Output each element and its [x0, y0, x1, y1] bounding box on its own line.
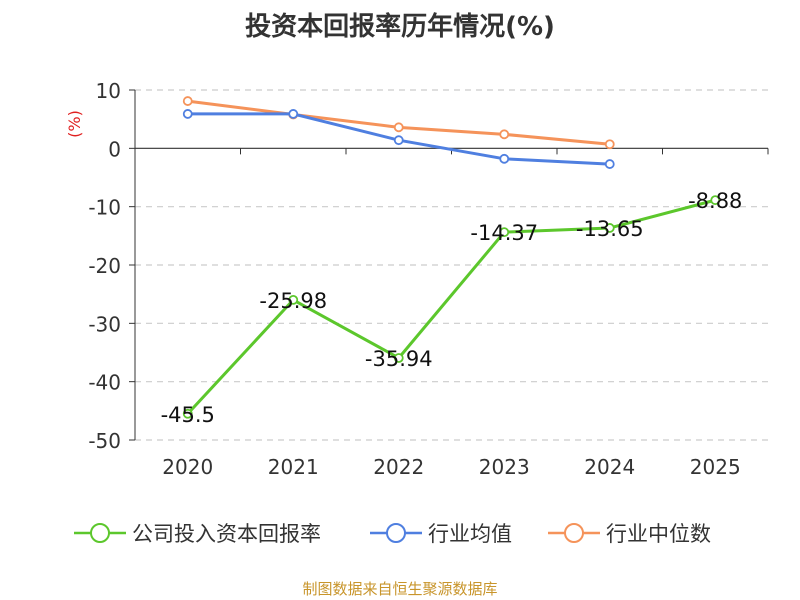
data-label: -25.98 [259, 289, 327, 313]
legend-label-industry-median: 行业中位数 [606, 522, 711, 546]
series-line-0 [186, 198, 716, 415]
data-label: -14.37 [470, 221, 538, 245]
data-point-series-1 [288, 109, 299, 119]
data-label: -35.94 [365, 347, 433, 371]
x-tick-label: 2021 [268, 455, 319, 479]
data-point-series-0 [182, 408, 193, 419]
x-tick-label: 2025 [690, 455, 741, 479]
data-point-series-1 [604, 159, 615, 169]
legend-item-company[interactable]: 公司投入资本回报率 [74, 518, 321, 548]
data-point-series-2 [182, 96, 193, 106]
data-point-series-0 [604, 223, 615, 233]
x-tick-label: 2024 [584, 455, 635, 479]
y-unit-label: (%) [65, 110, 84, 138]
x-tick-label: 2022 [373, 455, 424, 479]
data-point-series-2 [393, 122, 404, 133]
data-point-series-1 [393, 135, 404, 146]
legend-item-industry-median[interactable]: 行业中位数 [548, 518, 711, 548]
y-tick-label: 10 [96, 79, 121, 103]
data-label: -13.65 [576, 217, 644, 241]
data-point-series-0 [393, 353, 404, 363]
data-point-series-2 [499, 129, 510, 140]
legend-marker-company [74, 523, 126, 543]
data-label: -8.88 [688, 189, 742, 213]
legend-label-industry-avg: 行业均值 [428, 522, 512, 546]
data-point-series-0 [499, 227, 510, 238]
data-point-series-1 [182, 109, 193, 119]
legend-item-industry-avg[interactable]: 行业均值 [370, 518, 512, 548]
legend-label-company: 公司投入资本回报率 [132, 522, 321, 546]
y-tick-label: -50 [88, 429, 121, 453]
data-point-series-2 [604, 139, 615, 150]
y-tick-label: 0 [108, 137, 121, 161]
x-tick-label: 2020 [162, 455, 213, 479]
data-label: -45.5 [161, 403, 215, 427]
y-tick-label: -30 [88, 312, 121, 336]
source-text: 制图数据来自恒生聚源数据库 [302, 580, 498, 598]
y-tick-label: -40 [88, 371, 121, 395]
legend-marker-industry-avg [370, 523, 422, 543]
legend-marker-industry-median [548, 523, 600, 543]
data-point-series-0 [710, 195, 721, 206]
y-tick-label: -10 [88, 196, 121, 220]
data-point-series-1 [499, 153, 510, 164]
data-point-series-0 [288, 294, 299, 305]
y-tick-label: -20 [88, 254, 121, 278]
x-tick-label: 2023 [479, 455, 530, 479]
legend: 公司投入资本回报率 行业均值 行业中位数 [0, 518, 800, 558]
chart-title: 投资本回报率历年情况(%) [245, 12, 555, 42]
